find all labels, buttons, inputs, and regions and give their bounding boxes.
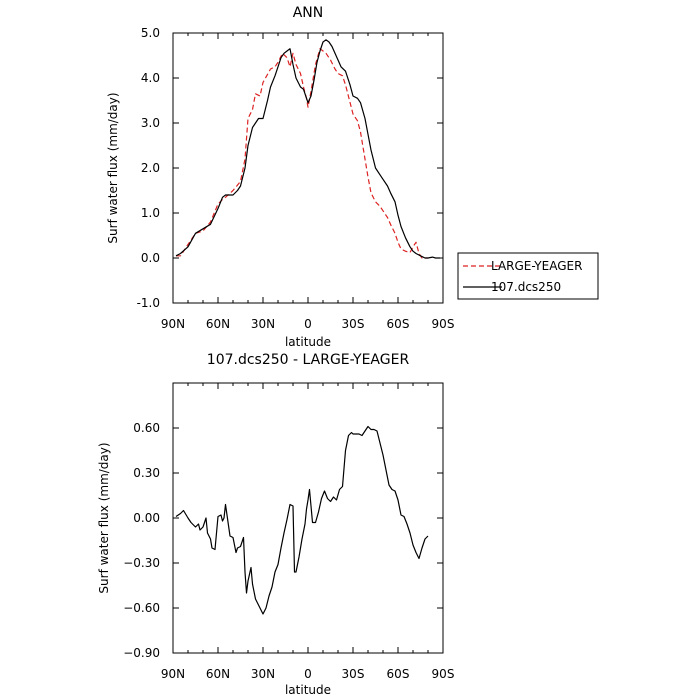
top-x-tick-label: 90N [161,317,185,331]
legend-label-large-yeager: LARGE-YEAGER [491,259,582,273]
legend-label-dcs250: 107.dcs250 [491,280,561,294]
top-x-tick-label: 30S [342,317,365,331]
top-chart-panel: ANN Surf water flux (mm/day) latitude 90… [106,5,599,349]
top-series-line-1 [176,48,428,259]
bottom-x-tick-label: 0 [304,667,312,681]
top-y-tick-label: 2.0 [141,161,160,175]
bottom-x-tick-label: 60S [387,667,410,681]
bottom-chart-panel: 107.dcs250 - LARGE-YEAGER Surf water flu… [97,352,454,697]
top-x-tick-label: 90S [432,317,455,331]
top-y-tick-label: 1.0 [141,206,160,220]
top-y-tick-label: 4.0 [141,71,160,85]
bottom-x-tick-label: 60N [206,667,230,681]
bottom-plot-area [175,425,429,615]
top-y-tick-label: 3.0 [141,116,160,130]
bottom-x-tick-label: 90N [161,667,185,681]
bottom-y-tick-label: −0.60 [123,601,160,615]
bottom-x-tick-label: 30N [251,667,275,681]
top-chart-title: ANN [293,5,324,21]
bottom-x-tick-label: 30S [342,667,365,681]
top-y-axis-label: Surf water flux (mm/day) [106,92,120,243]
top-x-axis-label: latitude [285,335,331,349]
legend: LARGE-YEAGER 107.dcs250 [457,252,599,300]
bottom-x-tick-label: 90S [432,667,455,681]
bottom-x-axis-label: latitude [285,683,331,697]
top-x-tick-label: 60S [387,317,410,331]
bottom-plot-frame [172,382,444,654]
bottom-y-tick-label: −0.90 [123,646,160,660]
top-x-tick-label: 60N [206,317,230,331]
bottom-axis-ticks: 90N 60N 30N 0 30S 60S 90S −0.90 −0.60 −0.30 0.00 0.… [123,383,454,681]
top-series-line-2 [175,39,440,259]
top-y-tick-label: -1.0 [137,296,160,310]
top-plot-frame [172,32,444,304]
bottom-y-tick-label: −0.30 [123,556,160,570]
legend-box [457,252,599,300]
top-plot-area [175,39,440,259]
bottom-y-axis-label: Surf water flux (mm/day) [97,442,111,593]
bottom-chart-title: 107.dcs250 - LARGE-YEAGER [207,352,410,368]
top-x-tick-label: 30N [251,317,275,331]
bottom-y-tick-label: 0.00 [133,511,160,525]
bottom-series-line-1 [175,425,429,615]
top-y-tick-label: 5.0 [141,26,160,40]
top-y-tick-label: 0.0 [141,251,160,265]
top-axis-ticks: 90N 60N 30N 0 30S 60S 90S -1.0 0.0 1.0 2.0 3.0 4.0 5.… [137,26,455,331]
top-x-tick-label: 0 [304,317,312,331]
bottom-y-tick-label: 0.60 [133,421,160,435]
bottom-y-tick-label: 0.30 [133,466,160,480]
